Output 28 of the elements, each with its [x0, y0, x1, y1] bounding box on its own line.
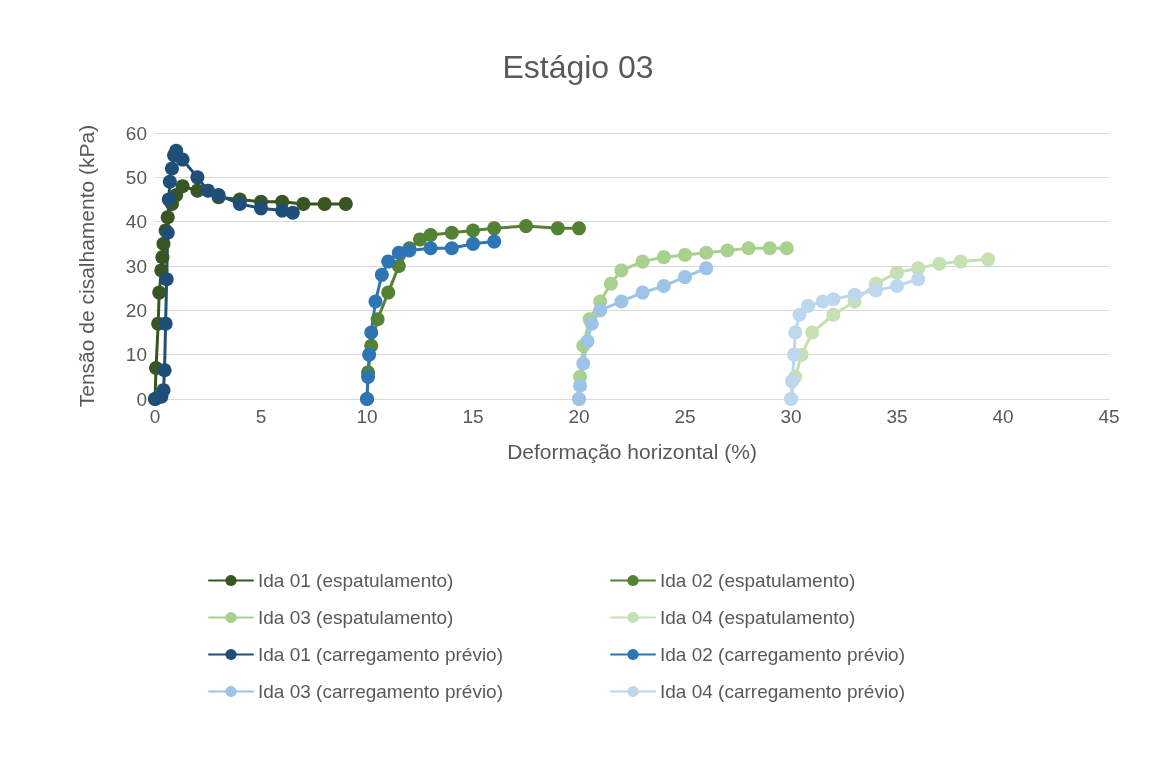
y-tick-label: 60	[125, 122, 147, 144]
y-tick-label: 50	[125, 166, 147, 188]
x-tick-label: 40	[992, 406, 1014, 427]
legend-label: Ida 04 (espatulamento)	[660, 607, 856, 628]
x-tick-label: 45	[1098, 406, 1120, 427]
x-tick-label: 0	[149, 406, 161, 427]
legend-label: Ida 02 (carregamento prévio)	[660, 644, 906, 665]
y-tick-label: 10	[125, 344, 147, 366]
x-tick-label: 25	[674, 406, 696, 427]
legend-label: Ida 04 (carregamento prévio)	[660, 681, 906, 702]
legend-label: Ida 01 (espatulamento)	[258, 570, 454, 591]
x-tick-label: 20	[568, 406, 590, 427]
y-tick-label: 30	[125, 255, 147, 277]
y-tick-label: 0	[136, 388, 147, 410]
legend-label: Ida 03 (carregamento prévio)	[258, 681, 504, 702]
y-tick-label: 40	[125, 211, 147, 233]
legend-label: Ida 01 (carregamento prévio)	[258, 644, 504, 665]
y-axis-title: Tensão de cisalhamento (kPa)	[75, 124, 98, 408]
legend-label: Ida 03 (espatulamento)	[258, 607, 454, 628]
x-tick-label: 30	[780, 406, 802, 427]
x-tick-label: 35	[886, 406, 908, 427]
legend-label: Ida 02 (espatulamento)	[660, 570, 856, 591]
x-tick-label: 10	[356, 406, 378, 427]
chart-title: Estágio 03	[502, 49, 654, 85]
x-axis-title: Deformação horizontal (%)	[507, 440, 757, 463]
x-tick-label: 5	[255, 406, 267, 427]
x-tick-label: 15	[462, 406, 484, 427]
y-tick-label: 20	[125, 299, 147, 321]
